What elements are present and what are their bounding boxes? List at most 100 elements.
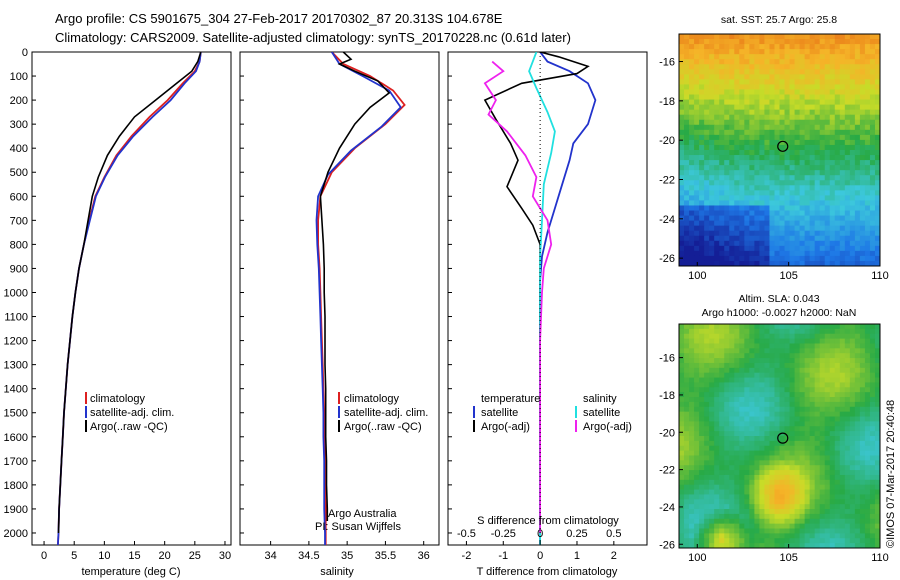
map-cell: [729, 79, 735, 86]
map-cell: [784, 411, 791, 418]
map-cell: [709, 377, 715, 384]
map-cell: [684, 205, 690, 212]
series-line-argo-adj-: [483, 60, 553, 533]
map-cell: [784, 474, 791, 481]
map-cell: [739, 397, 745, 403]
map-cell: [834, 343, 841, 349]
map-cell: [819, 210, 826, 217]
map-cell: [769, 129, 776, 136]
map-cell: [859, 139, 866, 146]
map-cell: [804, 215, 811, 222]
map-cell: [819, 215, 826, 222]
map-cell: [739, 225, 745, 232]
map-cell: [734, 509, 740, 515]
map-cell: [769, 509, 776, 515]
map-cell: [809, 190, 816, 196]
map-cell: [844, 367, 851, 374]
map-cell: [679, 230, 685, 237]
map-cell: [709, 513, 715, 520]
map-cell: [834, 205, 841, 212]
map-cell: [814, 255, 821, 262]
map-cell: [829, 89, 836, 96]
map-cell: [864, 74, 871, 80]
map-cell: [804, 139, 811, 146]
map-cell: [804, 205, 811, 212]
map-cell: [834, 436, 841, 442]
map-cell: [684, 494, 690, 500]
map-cell: [724, 382, 730, 388]
map-cell: [679, 353, 685, 359]
map-cell: [779, 185, 786, 191]
map-cell: [839, 155, 846, 161]
map-cell: [729, 129, 735, 136]
map-cell: [764, 250, 771, 257]
map-cell: [844, 353, 851, 359]
map-cell: [724, 59, 730, 65]
map-cell: [824, 387, 831, 393]
map-cell: [784, 538, 791, 544]
map-cell: [874, 479, 880, 486]
map-cell: [759, 255, 766, 262]
map-cell: [834, 362, 841, 369]
map-cell: [799, 210, 806, 217]
map-cell: [779, 134, 786, 141]
map-cell: [699, 431, 705, 437]
map-cell: [784, 139, 791, 146]
map-cell: [769, 84, 776, 91]
map-cell: [869, 411, 876, 418]
map-cell: [769, 440, 776, 447]
map-cell: [689, 155, 695, 161]
map-cell: [739, 426, 745, 432]
map-cell: [719, 119, 725, 126]
map-cell: [829, 392, 836, 398]
map-cell: [679, 79, 685, 86]
map-cell: [729, 324, 735, 330]
map-cell: [679, 89, 685, 96]
map-cell: [719, 150, 725, 156]
map-cell: [679, 450, 685, 457]
map-cell: [714, 401, 720, 408]
map-cell: [774, 230, 781, 237]
map-cell: [779, 353, 786, 359]
map-cell: [684, 260, 690, 266]
map-cell: [859, 465, 866, 471]
map-cell: [724, 518, 730, 525]
map-cell: [819, 479, 826, 486]
map-cell: [769, 119, 776, 126]
map-cell: [769, 250, 776, 257]
map-cell: [864, 64, 871, 70]
map-cell: [754, 150, 761, 156]
map-cell: [754, 190, 761, 196]
map-cell: [724, 185, 730, 191]
map-cell: [869, 328, 876, 335]
map-cell: [849, 367, 856, 374]
map-cell: [684, 353, 690, 359]
map-cell: [689, 324, 695, 330]
map-cell: [694, 333, 700, 340]
map-cell: [769, 180, 776, 186]
map-cell: [809, 185, 816, 191]
map-cell: [759, 104, 766, 111]
map-cell: [844, 333, 851, 340]
map-cell: [784, 367, 791, 374]
map-cell: [769, 104, 776, 111]
map-cell: [684, 543, 690, 548]
map-cell: [729, 134, 735, 141]
map-cell: [734, 210, 740, 217]
series-line-satellite: [528, 52, 556, 545]
map-cell: [764, 426, 771, 432]
map-cell: [774, 240, 781, 247]
map-cell: [724, 504, 730, 510]
map-cell: [699, 210, 705, 217]
map-cell: [819, 150, 826, 156]
map-cell: [709, 245, 715, 252]
map-cell: [694, 84, 700, 91]
map-cell: [774, 372, 781, 379]
map-cell: [719, 499, 725, 505]
map-cell: [799, 144, 806, 151]
map-cell: [729, 333, 735, 340]
map-cell: [854, 240, 861, 247]
map-cell: [849, 44, 856, 50]
legend-label-t-satellite: satellite: [481, 407, 518, 419]
map-cell: [844, 528, 851, 534]
